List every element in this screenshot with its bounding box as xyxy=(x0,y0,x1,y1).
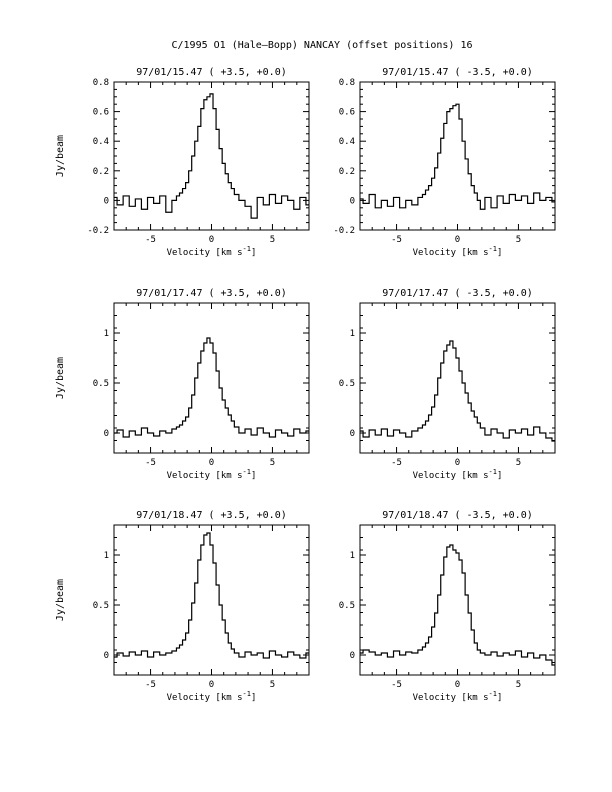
x-tick-label: 5 xyxy=(270,458,275,468)
x-tick-label: 0 xyxy=(209,680,214,690)
panel-title: 97/01/15.47 ( -3.5, +0.0) xyxy=(382,67,533,78)
spectrum-panel: 97/01/15.47 ( -3.5, +0.0) -5 0 5 -0.2 0 0.2 0.4… xyxy=(333,67,556,258)
y-tick-label: 0.6 xyxy=(93,108,109,118)
panels: 97/01/15.47 ( +3.5, +0.0) -5 0 5 -0.2 0 0.2 0.4… xyxy=(55,67,556,703)
y-tick-label: 0.6 xyxy=(339,108,355,118)
y-tick-label: 0.5 xyxy=(93,379,109,389)
y-tick-label: 1 xyxy=(350,551,355,561)
y-tick-label: 0.2 xyxy=(93,167,109,177)
plot-frame xyxy=(359,524,556,676)
y-tick-label: 0.4 xyxy=(339,137,355,147)
y-tick-label: 0 xyxy=(350,196,355,206)
x-tick-label: 0 xyxy=(455,680,460,690)
y-tick-label: 0.5 xyxy=(93,601,109,611)
spectrum-line xyxy=(114,93,309,219)
y-axis-label: Jy/beam xyxy=(55,579,66,621)
x-axis-label-end: ] xyxy=(251,693,256,703)
x-tick-label: 5 xyxy=(516,458,521,468)
y-tick-label: 0 xyxy=(104,651,109,661)
y-tick-label: 0 xyxy=(104,196,109,206)
y-tick-label: 0.8 xyxy=(93,78,109,88)
x-axis-label-end: ] xyxy=(497,693,502,703)
spectrum-line xyxy=(360,340,555,442)
x-axis-label-text: Velocity [km s xyxy=(167,693,243,703)
x-axis-label: Velocity [km s-1] xyxy=(413,690,503,703)
x-tick-label: -5 xyxy=(391,680,402,690)
spectrum-line xyxy=(114,337,309,438)
y-tick-label: 0.2 xyxy=(339,167,355,177)
y-tick-label: 1 xyxy=(350,329,355,339)
y-tick-label: -0.2 xyxy=(87,226,109,236)
y-tick-label: 1 xyxy=(104,329,109,339)
x-tick-label: -5 xyxy=(391,458,402,468)
spectrum-line xyxy=(360,103,555,210)
plot-frame xyxy=(113,524,310,676)
spectrum-panel: 97/01/17.47 ( +3.5, +0.0) -5 0 5 0 0.5 1 Veloci… xyxy=(55,288,310,481)
x-axis-label-exponent: -1 xyxy=(489,468,497,476)
spectrum-panel: 97/01/15.47 ( +3.5, +0.0) -5 0 5 -0.2 0 0.2 0.4… xyxy=(55,67,310,258)
x-tick-label: -5 xyxy=(145,235,156,245)
y-tick-label: 0 xyxy=(350,429,355,439)
x-tick-label: 5 xyxy=(270,235,275,245)
y-tick-label: 0 xyxy=(350,651,355,661)
x-axis-label-text: Velocity [km s xyxy=(413,693,489,703)
y-axis-label: Jy/beam xyxy=(55,135,66,177)
panel-title: 97/01/18.47 ( -3.5, +0.0) xyxy=(382,510,533,521)
x-axis-label: Velocity [km s-1] xyxy=(413,245,503,258)
x-axis-label-text: Velocity [km s xyxy=(413,471,489,481)
x-tick-label: 5 xyxy=(270,680,275,690)
x-axis-label-end: ] xyxy=(251,471,256,481)
y-axis-label: Jy/beam xyxy=(55,357,66,399)
x-axis-label-exponent: -1 xyxy=(243,245,251,253)
x-axis-label-exponent: -1 xyxy=(489,690,497,698)
x-axis-label: Velocity [km s-1] xyxy=(167,690,257,703)
spectrum-panel: 97/01/18.47 ( -3.5, +0.0) -5 0 5 0 0.5 1 Veloci… xyxy=(339,510,556,703)
x-axis-label-exponent: -1 xyxy=(243,690,251,698)
plot-frame xyxy=(359,302,556,454)
x-axis-label-end: ] xyxy=(251,248,256,258)
y-tick-label: 1 xyxy=(104,551,109,561)
panel-title: 97/01/17.47 ( +3.5, +0.0) xyxy=(136,288,287,299)
x-tick-label: 0 xyxy=(455,458,460,468)
x-axis-label: Velocity [km s-1] xyxy=(413,468,503,481)
panel-title: 97/01/15.47 ( +3.5, +0.0) xyxy=(136,67,287,78)
y-tick-label: 0.5 xyxy=(339,601,355,611)
x-tick-label: -5 xyxy=(145,680,156,690)
x-tick-label: 0 xyxy=(455,235,460,245)
spectrum-panel: 97/01/17.47 ( -3.5, +0.0) -5 0 5 0 0.5 1 Veloci… xyxy=(339,288,556,481)
x-tick-label: 0 xyxy=(209,235,214,245)
y-tick-label: -0.2 xyxy=(333,226,355,236)
figure-title: C/1995 O1 (Hale–Bopp) NANCAY (offset pos… xyxy=(171,40,472,51)
y-tick-label: 0.4 xyxy=(93,137,109,147)
x-tick-label: -5 xyxy=(145,458,156,468)
x-axis-label: Velocity [km s-1] xyxy=(167,245,257,258)
spectrum-panel: 97/01/18.47 ( +3.5, +0.0) -5 0 5 0 0.5 1 Veloci… xyxy=(55,510,310,703)
panel-title: 97/01/17.47 ( -3.5, +0.0) xyxy=(382,288,533,299)
spectrum-line xyxy=(114,532,309,659)
x-axis-label-end: ] xyxy=(497,471,502,481)
plot-frame xyxy=(113,81,310,231)
panel-title: 97/01/18.47 ( +3.5, +0.0) xyxy=(136,510,287,521)
x-axis-label-exponent: -1 xyxy=(243,468,251,476)
y-tick-label: 0.8 xyxy=(339,78,355,88)
y-tick-label: 0.5 xyxy=(339,379,355,389)
x-tick-label: 0 xyxy=(209,458,214,468)
x-axis-label-end: ] xyxy=(497,248,502,258)
x-tick-label: 5 xyxy=(516,235,521,245)
x-axis-label-text: Velocity [km s xyxy=(167,471,243,481)
x-axis-label-text: Velocity [km s xyxy=(413,248,489,258)
spectrum-line xyxy=(360,544,555,666)
x-axis-label: Velocity [km s-1] xyxy=(167,468,257,481)
x-tick-label: 5 xyxy=(516,680,521,690)
x-axis-label-text: Velocity [km s xyxy=(167,248,243,258)
y-tick-label: 0 xyxy=(104,429,109,439)
x-tick-label: -5 xyxy=(391,235,402,245)
x-axis-label-exponent: -1 xyxy=(489,245,497,253)
